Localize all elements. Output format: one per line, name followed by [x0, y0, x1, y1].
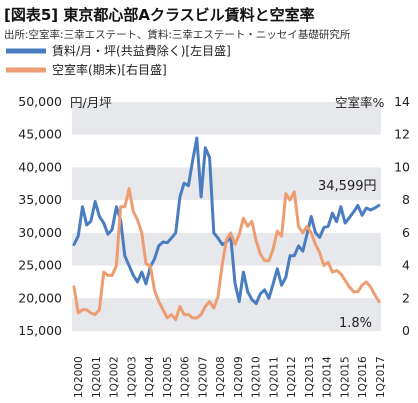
right-axis-tick-label: 12 [394, 127, 410, 142]
chart-source: 出所:空室率:三幸エステート、賃料:三幸エステート・ニッセイ基礎研究所 [4, 28, 351, 41]
left-axis: 50,000 45,000 40,000 35,000 30,000 25,000 20,0… [18, 94, 62, 338]
background-band [72, 298, 381, 331]
background-band [72, 102, 381, 135]
right-axis-tick-label: 2 [402, 290, 410, 305]
x-axis-tick-label: 1Q2012 [286, 356, 298, 398]
background-band [72, 167, 381, 201]
x-axis-tick-label: 1Q2011 [268, 356, 280, 398]
x-axis-tick-label: 1Q2017 [375, 356, 387, 398]
x-axis-tick-label: 1Q2014 [322, 356, 334, 398]
plot-lines [72, 136, 381, 322]
left-axis-tick-label: 40,000 [18, 159, 62, 174]
right-axis-tick-label: 4 [402, 258, 410, 273]
x-axis-tick-label: 1Q2015 [339, 356, 351, 398]
right-axis-tick-label: 8 [402, 192, 410, 207]
x-axis-tick-label: 1Q2016 [357, 356, 369, 398]
x-axis-tick-label: 1Q2010 [251, 356, 263, 398]
x-axis-tick-label: 1Q2009 [233, 356, 245, 398]
left-axis-unit: 円/月坪 [70, 95, 112, 110]
x-axis-tick-label: 1Q2007 [197, 356, 209, 398]
left-axis-tick-label: 30,000 [18, 225, 62, 240]
left-axis-tick-label: 20,000 [18, 290, 62, 305]
x-axis-tick-label: 1Q2003 [126, 356, 138, 398]
x-axis: 1Q2000 1Q2001 1Q2002 1Q2003 1Q2004 1Q2005 1Q20… [73, 356, 387, 398]
x-axis-tick-label: 1Q2000 [73, 356, 85, 398]
legend-label-rent: 賃料/月・坪(共益費除く)[左目盛] [52, 43, 231, 58]
left-axis-tick-label: 45,000 [18, 127, 62, 142]
left-axis-tick-label: 25,000 [18, 258, 62, 273]
right-axis-tick-label: 14 [394, 94, 410, 109]
left-axis-tick-label: 15,000 [18, 323, 62, 338]
x-axis-tick-label: 1Q2013 [304, 356, 316, 398]
right-axis-tick-label: 10 [394, 159, 410, 174]
x-axis-tick-label: 1Q2002 [109, 356, 121, 398]
x-axis-tick-label: 1Q2008 [215, 356, 227, 398]
legend: 賃料/月・坪(共益費除く)[左目盛] 空室率(期末)[右目盛] [6, 43, 231, 77]
x-axis-tick-label: 1Q2005 [162, 356, 174, 398]
legend-label-vacancy: 空室率(期末)[右目盛] [52, 62, 167, 77]
x-axis-tick-label: 1Q2006 [180, 356, 192, 398]
left-axis-tick-label: 35,000 [18, 192, 62, 207]
right-axis: 14 12 10 8 6 4 2 0 [394, 94, 410, 338]
right-axis-tick-label: 6 [402, 225, 410, 240]
right-axis-tick-label: 0 [402, 323, 410, 338]
annotation-vacancy-latest: 1.8% [339, 316, 372, 331]
right-axis-unit: 空室率% [335, 95, 385, 110]
annotation-rent-latest: 34,599円 [318, 179, 377, 194]
x-axis-tick-label: 1Q2004 [144, 356, 156, 398]
x-axis-tick-label: 1Q2001 [91, 356, 103, 398]
chart-title: [図表5] 東京都心部Aクラスビル賃料と空室率 [4, 6, 315, 24]
vacancy-series-line [72, 187, 381, 322]
left-axis-tick-label: 50,000 [18, 94, 62, 109]
